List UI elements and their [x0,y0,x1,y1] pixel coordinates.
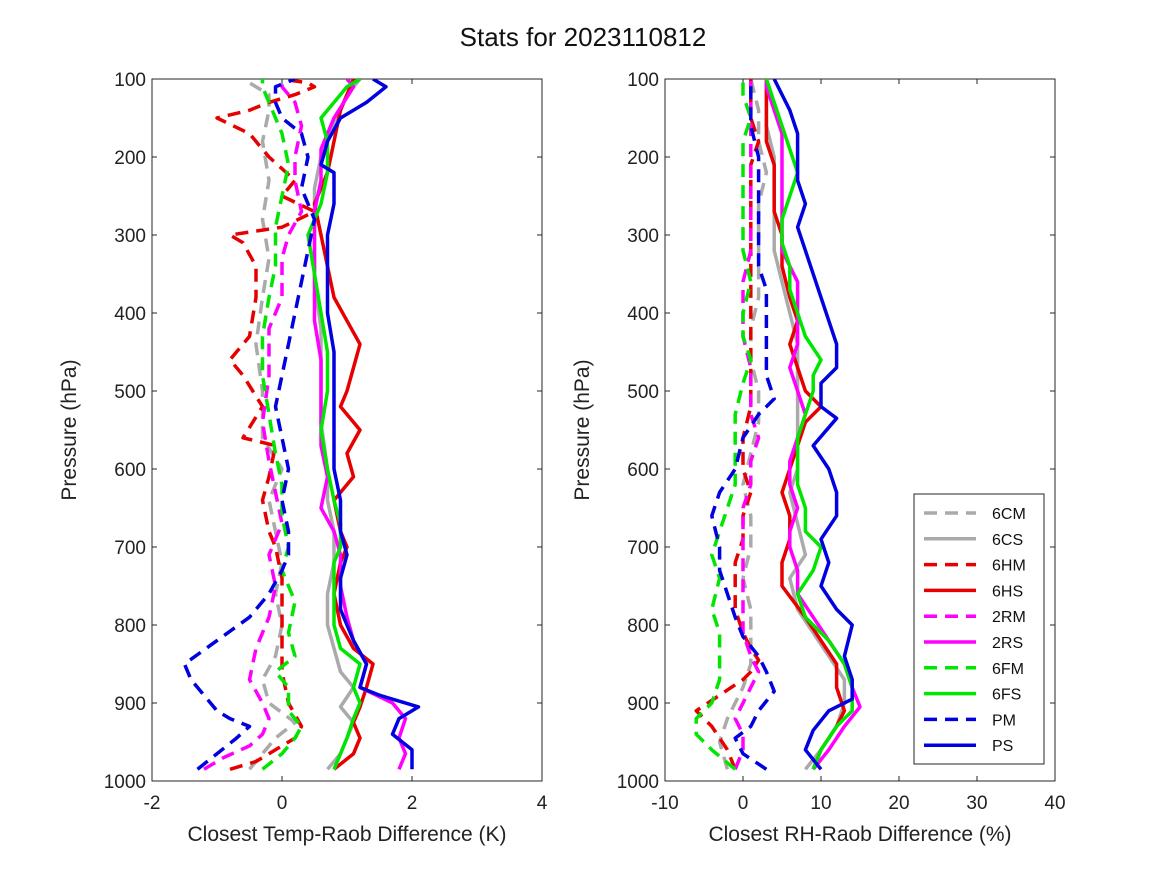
series-line-6fm [260,79,304,771]
series-line-6fs [306,79,362,770]
series-line-6cs [312,79,362,771]
legend-label-pm: PM [992,712,1016,729]
rh-difference-panel: -10 0 10 20 30 40 100 200 300 400 500 600 700 800 900 1… [571,70,1066,846]
y-tick-label: 300 [627,226,659,247]
y-tick-label: 300 [114,226,146,247]
y-tick-label: 500 [114,382,146,403]
legend-label-2rs: 2RS [992,635,1023,652]
series-line-pm [710,79,776,771]
series-line-2rm [733,79,761,770]
series-line-2rs [312,79,408,770]
y-axis-label: Pressure (hPa) [571,359,594,500]
legend-box [913,493,1045,765]
y-tick-label: 900 [627,694,659,715]
y-tick-label: 100 [114,70,146,91]
legend-label-6fm: 6FM [992,661,1024,678]
legend-label-2rm: 2RM [992,609,1026,626]
y-tick-label: 600 [627,460,659,481]
series-line-6cm [248,81,297,771]
y-axis-label: Pressure (hPa) [58,359,81,500]
axes-box [151,78,543,782]
x-tick-label: 0 [277,793,288,814]
y-tick-label: 100 [627,70,659,91]
series-line-6fm [694,79,753,771]
legend-label-6hs: 6HS [992,583,1023,600]
legend-label-ps: PS [992,738,1013,755]
legend-label-6cm: 6CM [992,506,1026,523]
y-tick-label: 700 [627,538,659,559]
series-line-2rm [203,79,304,771]
axes-box [664,78,1056,782]
x-tick-label: 20 [888,793,909,814]
x-tick-label: 40 [1044,793,1065,814]
legend-label-6cs: 6CS [992,532,1023,549]
y-tick-label: 500 [627,382,659,403]
series-line-ps [319,79,421,770]
x-tick-label: 10 [810,793,831,814]
y-tick-label: 400 [627,304,659,325]
x-axis-label: Closest Temp-Raob Difference (K) [187,823,506,846]
y-tick-label: 600 [114,460,146,481]
legend-label-6hm: 6HM [992,558,1026,575]
y-tick-label: 700 [114,538,146,559]
y-tick-label: 200 [114,148,146,169]
series-line-6hs [764,79,847,770]
series-line-6hm [694,79,761,770]
series-line-ps [772,79,854,771]
x-axis-label: Closest RH-Raob Difference (%) [708,823,1011,846]
y-tick-label: 800 [114,616,146,637]
series-line-6hm [215,79,317,771]
y-tick-label: 1000 [617,772,659,793]
temperature-difference-panel: -2 0 2 4 100 200 300 400 500 600 700 800 900 1000 Clos… [58,70,548,846]
y-tick-label: 800 [627,616,659,637]
x-tick-label: 30 [966,793,987,814]
y-tick-label: 900 [114,694,146,715]
figure-title: Stats for 2023110812 [460,22,707,52]
y-tick-label: 1000 [104,772,146,793]
x-tick-label: 4 [537,793,548,814]
series-line-6cm [717,79,769,770]
y-tick-label: 400 [114,304,146,325]
x-tick-label: -2 [144,793,161,814]
x-tick-label: -10 [651,793,678,814]
series-line-6fs [764,79,854,770]
legend-label-6fs: 6FS [992,687,1021,704]
legend: 6CM 6CS 6HM 6HS 2RM 2RS 6FM 6FS PM PS [913,493,1045,765]
x-tick-label: 2 [407,793,418,814]
series-line-pm [182,79,317,771]
x-tick-label: 0 [738,793,749,814]
y-tick-label: 200 [627,148,659,169]
